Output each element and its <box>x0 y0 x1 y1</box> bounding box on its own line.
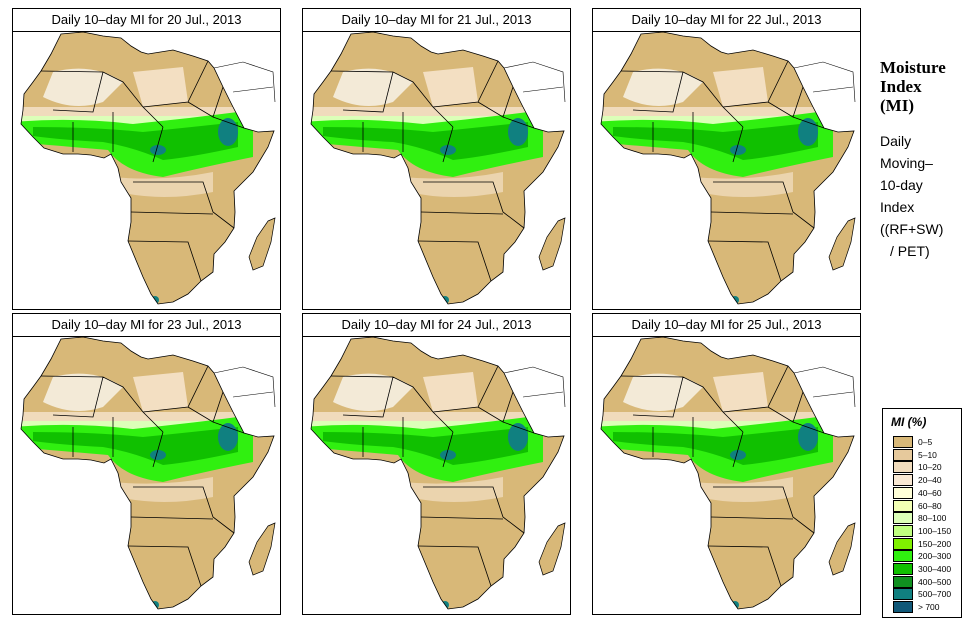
legend-swatch <box>893 512 913 525</box>
formula-line: / PET) <box>890 243 930 259</box>
color-legend: MI (%) 0–5 5–10 10–20 20–40 40–60 60–80 80–100… <box>882 408 962 618</box>
legend-item: 500–700 <box>893 588 959 601</box>
panel-title: Daily 10–day MI for 25 Jul., 2013 <box>592 313 861 337</box>
formula: ((RF+SW) / PET) <box>880 218 943 262</box>
figure-title: Moisture Index (MI) <box>880 58 946 115</box>
legend-swatch <box>893 575 913 588</box>
legend-swatch <box>893 499 913 512</box>
legend-item: > 700 <box>893 601 959 614</box>
legend-swatch <box>893 436 913 448</box>
legend-swatch <box>893 588 913 601</box>
legend-item: 20–40 <box>893 474 959 487</box>
title-line: Index <box>880 77 922 96</box>
desc-line: 10-day <box>880 177 923 193</box>
africa-map <box>592 31 861 310</box>
legend-label: > 700 <box>918 602 940 613</box>
index-description: Daily Moving– 10-day Index <box>880 130 933 218</box>
legend-label: 10–20 <box>918 462 942 473</box>
africa-map <box>302 31 571 310</box>
title-line: (MI) <box>880 96 914 115</box>
panel-title: Daily 10–day MI for 20 Jul., 2013 <box>12 8 281 32</box>
legend-label: 150–200 <box>918 538 952 549</box>
legend-swatch <box>893 563 913 575</box>
legend-label: 40–60 <box>918 487 942 498</box>
legend-label: 100–150 <box>918 525 952 536</box>
legend-label: 20–40 <box>918 475 942 486</box>
desc-line: Moving– <box>880 155 933 171</box>
legend-swatch <box>893 601 913 614</box>
panel-title: Daily 10–day MI for 22 Jul., 2013 <box>592 8 861 32</box>
africa-map <box>12 31 281 310</box>
legend-label: 200–300 <box>918 551 952 562</box>
desc-line: Daily <box>880 133 912 149</box>
legend-item: 400–500 <box>893 575 959 589</box>
legend-label: 80–100 <box>918 513 947 524</box>
legend-item: 10–20 <box>893 461 959 474</box>
desc-line: Index <box>880 199 915 215</box>
legend-label: 500–700 <box>918 589 952 600</box>
formula-line: ((RF+SW) <box>880 221 944 237</box>
legend-item: 200–300 <box>893 550 959 563</box>
legend-swatch <box>893 486 913 499</box>
africa-map <box>302 336 571 615</box>
africa-map <box>592 336 861 615</box>
legend-swatch <box>893 550 913 563</box>
legend-swatch <box>893 448 913 461</box>
legend-item: 40–60 <box>893 486 959 500</box>
legend-label: 400–500 <box>918 576 952 587</box>
legend-swatch <box>893 537 913 550</box>
legend-swatch <box>893 461 913 474</box>
legend-item: 0–5 <box>893 436 959 449</box>
panel-title: Daily 10–day MI for 21 Jul., 2013 <box>302 8 571 32</box>
legend-item: 5–10 <box>893 448 959 462</box>
legend-label: 5–10 <box>918 449 937 460</box>
panel-title: Daily 10–day MI for 24 Jul., 2013 <box>302 313 571 337</box>
africa-map <box>12 336 281 615</box>
legend-item: 80–100 <box>893 512 959 525</box>
legend-swatch <box>893 524 913 537</box>
legend-label: 0–5 <box>918 437 933 447</box>
panel-title: Daily 10–day MI for 23 Jul., 2013 <box>12 313 281 337</box>
legend-label: 300–400 <box>918 564 952 574</box>
legend-item: 150–200 <box>893 537 959 551</box>
legend-swatch <box>893 474 913 487</box>
legend-item: 60–80 <box>893 499 959 513</box>
legend-item: 300–400 <box>893 563 959 576</box>
legend-item: 100–150 <box>893 524 959 538</box>
title-line: Moisture <box>880 58 946 77</box>
legend-title: MI (%) <box>891 415 927 429</box>
legend-label: 60–80 <box>918 500 942 511</box>
